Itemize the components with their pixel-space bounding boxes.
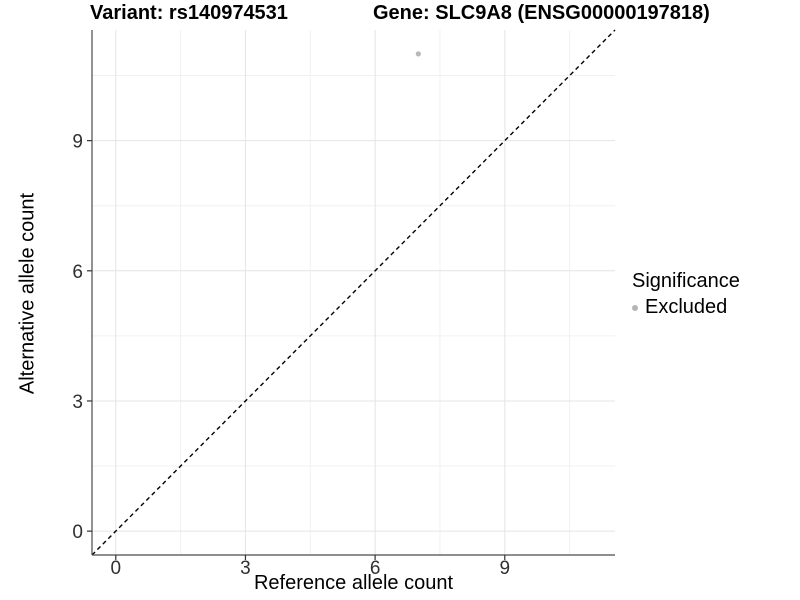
y-tick-label: 0: [72, 522, 83, 543]
y-axis-title: Alternative allele count: [16, 192, 39, 395]
legend-title: Significance: [632, 270, 740, 292]
x-axis-title: Reference allele count: [253, 572, 453, 594]
y-tick-label: 6: [72, 262, 83, 283]
gene-title: Gene: SLC9A8 (ENSG00000197818): [373, 2, 710, 24]
x-tick-label: 6: [370, 558, 381, 579]
x-tick-label: 9: [499, 558, 510, 579]
legend: Significance Excluded: [632, 270, 740, 319]
legend-item-label: Excluded: [645, 296, 728, 318]
excluded-point-icon: [632, 304, 638, 311]
y-tick-label: 3: [72, 392, 83, 413]
variant-title: Variant: rs140974531: [90, 2, 288, 24]
x-tick-label: 0: [110, 558, 121, 579]
y-tick-label: 9: [72, 132, 83, 153]
identity-reference-line: [91, 29, 616, 556]
x-tick-label: 3: [240, 558, 251, 579]
legend-item-excluded: Excluded: [632, 296, 740, 319]
data-point: [415, 51, 421, 57]
